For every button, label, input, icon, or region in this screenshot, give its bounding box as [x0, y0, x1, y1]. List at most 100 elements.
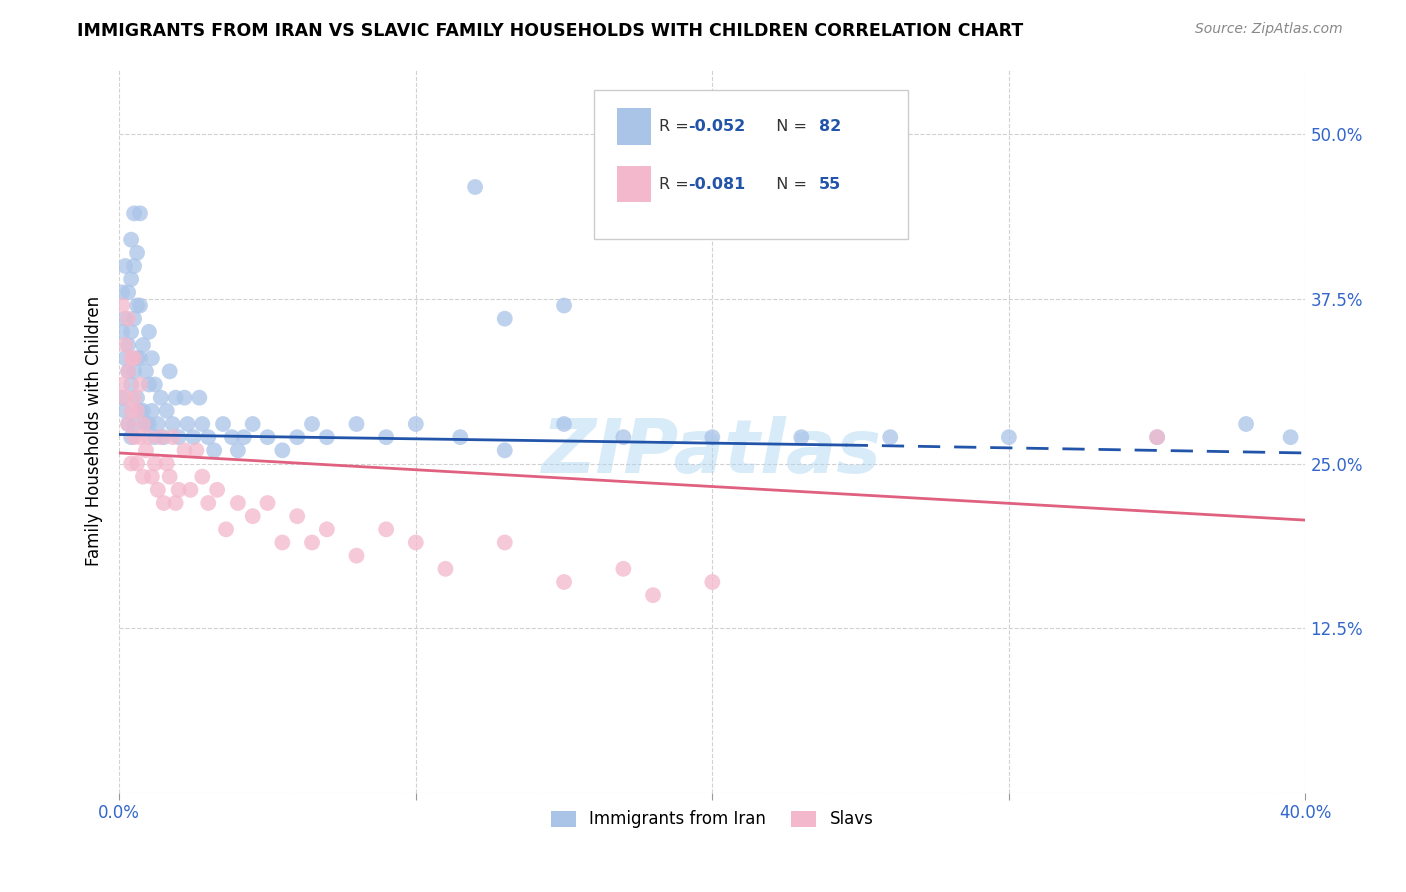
Point — [494, 443, 516, 458]
Point — [998, 430, 1021, 444]
FancyBboxPatch shape — [593, 90, 908, 239]
Text: IMMIGRANTS FROM IRAN VS SLAVIC FAMILY HOUSEHOLDS WITH CHILDREN CORRELATION CHART: IMMIGRANTS FROM IRAN VS SLAVIC FAMILY HO… — [77, 22, 1024, 40]
Text: ZIPatlas: ZIPatlas — [543, 416, 883, 489]
Point — [120, 233, 142, 247]
Text: R =: R = — [659, 119, 693, 134]
Point — [186, 443, 208, 458]
Text: -0.052: -0.052 — [689, 119, 745, 134]
Point — [129, 430, 152, 444]
Point — [315, 430, 337, 444]
Point — [114, 338, 136, 352]
Point — [553, 298, 575, 312]
Point — [191, 469, 214, 483]
Point — [122, 364, 145, 378]
Point — [232, 430, 254, 444]
Point — [129, 404, 152, 418]
Point — [141, 404, 163, 418]
Point — [138, 377, 160, 392]
Point — [146, 483, 169, 497]
Point — [162, 430, 184, 444]
Point — [1146, 430, 1168, 444]
Point — [132, 469, 155, 483]
Point — [285, 509, 308, 524]
Point — [1279, 430, 1302, 444]
Point — [205, 483, 228, 497]
Point — [346, 417, 368, 431]
Point — [612, 562, 634, 576]
Point — [346, 549, 368, 563]
Point — [790, 430, 813, 444]
Point — [122, 391, 145, 405]
Point — [135, 364, 157, 378]
Point — [159, 364, 181, 378]
Point — [167, 430, 190, 444]
FancyBboxPatch shape — [617, 108, 651, 145]
Point — [494, 311, 516, 326]
Point — [464, 180, 486, 194]
Text: N =: N = — [766, 119, 811, 134]
FancyBboxPatch shape — [617, 166, 651, 202]
Point — [375, 522, 398, 536]
Text: R =: R = — [659, 177, 693, 192]
Point — [138, 430, 160, 444]
Point — [285, 430, 308, 444]
Point — [122, 311, 145, 326]
Point — [149, 391, 172, 405]
Point — [434, 562, 457, 576]
Point — [146, 417, 169, 431]
Point — [125, 457, 148, 471]
Point — [167, 483, 190, 497]
Point — [141, 469, 163, 483]
Point — [702, 574, 724, 589]
Point — [120, 430, 142, 444]
Point — [122, 430, 145, 444]
Point — [120, 377, 142, 392]
Point — [612, 430, 634, 444]
Point — [138, 325, 160, 339]
Point — [120, 351, 142, 366]
Point — [212, 417, 235, 431]
Point — [120, 457, 142, 471]
Point — [117, 364, 139, 378]
Point — [641, 588, 664, 602]
Text: 82: 82 — [820, 119, 841, 134]
Point — [125, 351, 148, 366]
Point — [120, 272, 142, 286]
Point — [271, 443, 294, 458]
Point — [494, 535, 516, 549]
Point — [132, 338, 155, 352]
Point — [197, 430, 219, 444]
Point — [162, 417, 184, 431]
Point — [111, 285, 134, 300]
Point — [152, 430, 174, 444]
Point — [165, 496, 187, 510]
Point — [114, 259, 136, 273]
Point — [117, 311, 139, 326]
Point — [879, 430, 901, 444]
Point — [149, 430, 172, 444]
Point — [143, 377, 166, 392]
Point — [122, 417, 145, 431]
Point — [120, 325, 142, 339]
Point — [165, 391, 187, 405]
Point — [702, 430, 724, 444]
Point — [111, 391, 134, 405]
Point — [1234, 417, 1257, 431]
Point — [129, 351, 152, 366]
Point — [405, 417, 427, 431]
Text: N =: N = — [766, 177, 811, 192]
Point — [159, 469, 181, 483]
Y-axis label: Family Households with Children: Family Households with Children — [86, 295, 103, 566]
Point — [141, 351, 163, 366]
Point — [226, 443, 249, 458]
Point — [221, 430, 243, 444]
Point — [117, 417, 139, 431]
Point — [152, 496, 174, 510]
Point — [117, 285, 139, 300]
Point — [111, 325, 134, 339]
Point — [125, 391, 148, 405]
Point — [135, 443, 157, 458]
Point — [114, 404, 136, 418]
Point — [114, 391, 136, 405]
Point — [449, 430, 471, 444]
